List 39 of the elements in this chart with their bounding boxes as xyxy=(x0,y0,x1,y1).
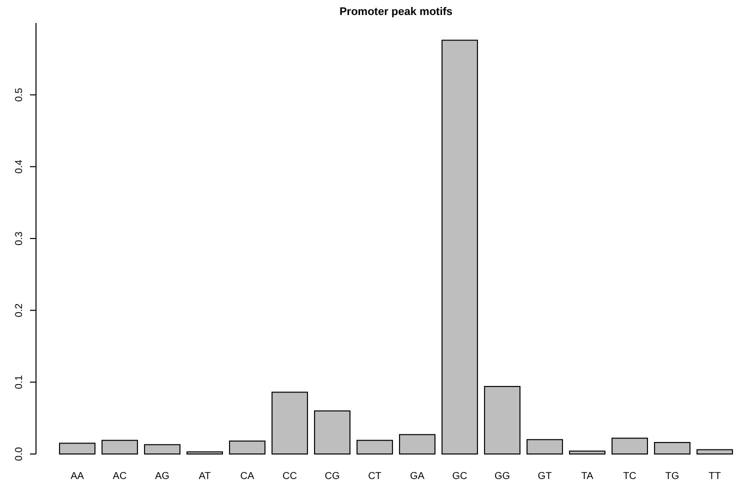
bar xyxy=(612,438,648,454)
x-tick-label: GC xyxy=(452,471,468,482)
x-tick-label: CT xyxy=(368,471,382,482)
bar xyxy=(229,440,266,454)
bar xyxy=(102,440,138,454)
bar xyxy=(144,444,180,454)
bar xyxy=(399,434,436,454)
bar xyxy=(314,410,350,454)
x-tick-label: TG xyxy=(665,471,680,482)
bar xyxy=(272,392,308,454)
x-tick-label: TA xyxy=(581,471,594,482)
x-tick-label: AT xyxy=(198,471,211,482)
bar xyxy=(654,442,690,454)
x-tick-label: GA xyxy=(410,471,425,482)
bar xyxy=(356,440,393,454)
x-tick-label: TC xyxy=(623,471,636,482)
bar xyxy=(696,449,733,454)
x-tick-label: AC xyxy=(112,471,127,482)
x-tick-label: TT xyxy=(708,471,721,482)
x-tick-label: GT xyxy=(538,471,552,482)
y-tick-label: 0.0 xyxy=(14,446,25,461)
x-tick-label: GG xyxy=(494,471,510,482)
y-tick-label: 0.3 xyxy=(14,231,25,246)
bar xyxy=(484,386,520,454)
y-tick-label: 0.2 xyxy=(14,302,25,318)
bar xyxy=(442,40,478,454)
bar xyxy=(186,451,223,454)
x-tick-label: AG xyxy=(155,471,170,482)
x-tick-label: CC xyxy=(282,471,297,482)
bar xyxy=(59,442,96,454)
x-tick-label: CG xyxy=(324,471,340,482)
bar xyxy=(569,450,606,454)
bar xyxy=(526,439,563,454)
y-tick-label: 0.1 xyxy=(14,374,25,390)
y-tick-label: 0.5 xyxy=(14,87,25,102)
x-tick-label: CA xyxy=(240,471,255,482)
x-tick-label: AA xyxy=(70,471,84,482)
y-tick-label: 0.4 xyxy=(14,159,25,174)
chart-title: Promoter peak motifs xyxy=(339,6,453,18)
